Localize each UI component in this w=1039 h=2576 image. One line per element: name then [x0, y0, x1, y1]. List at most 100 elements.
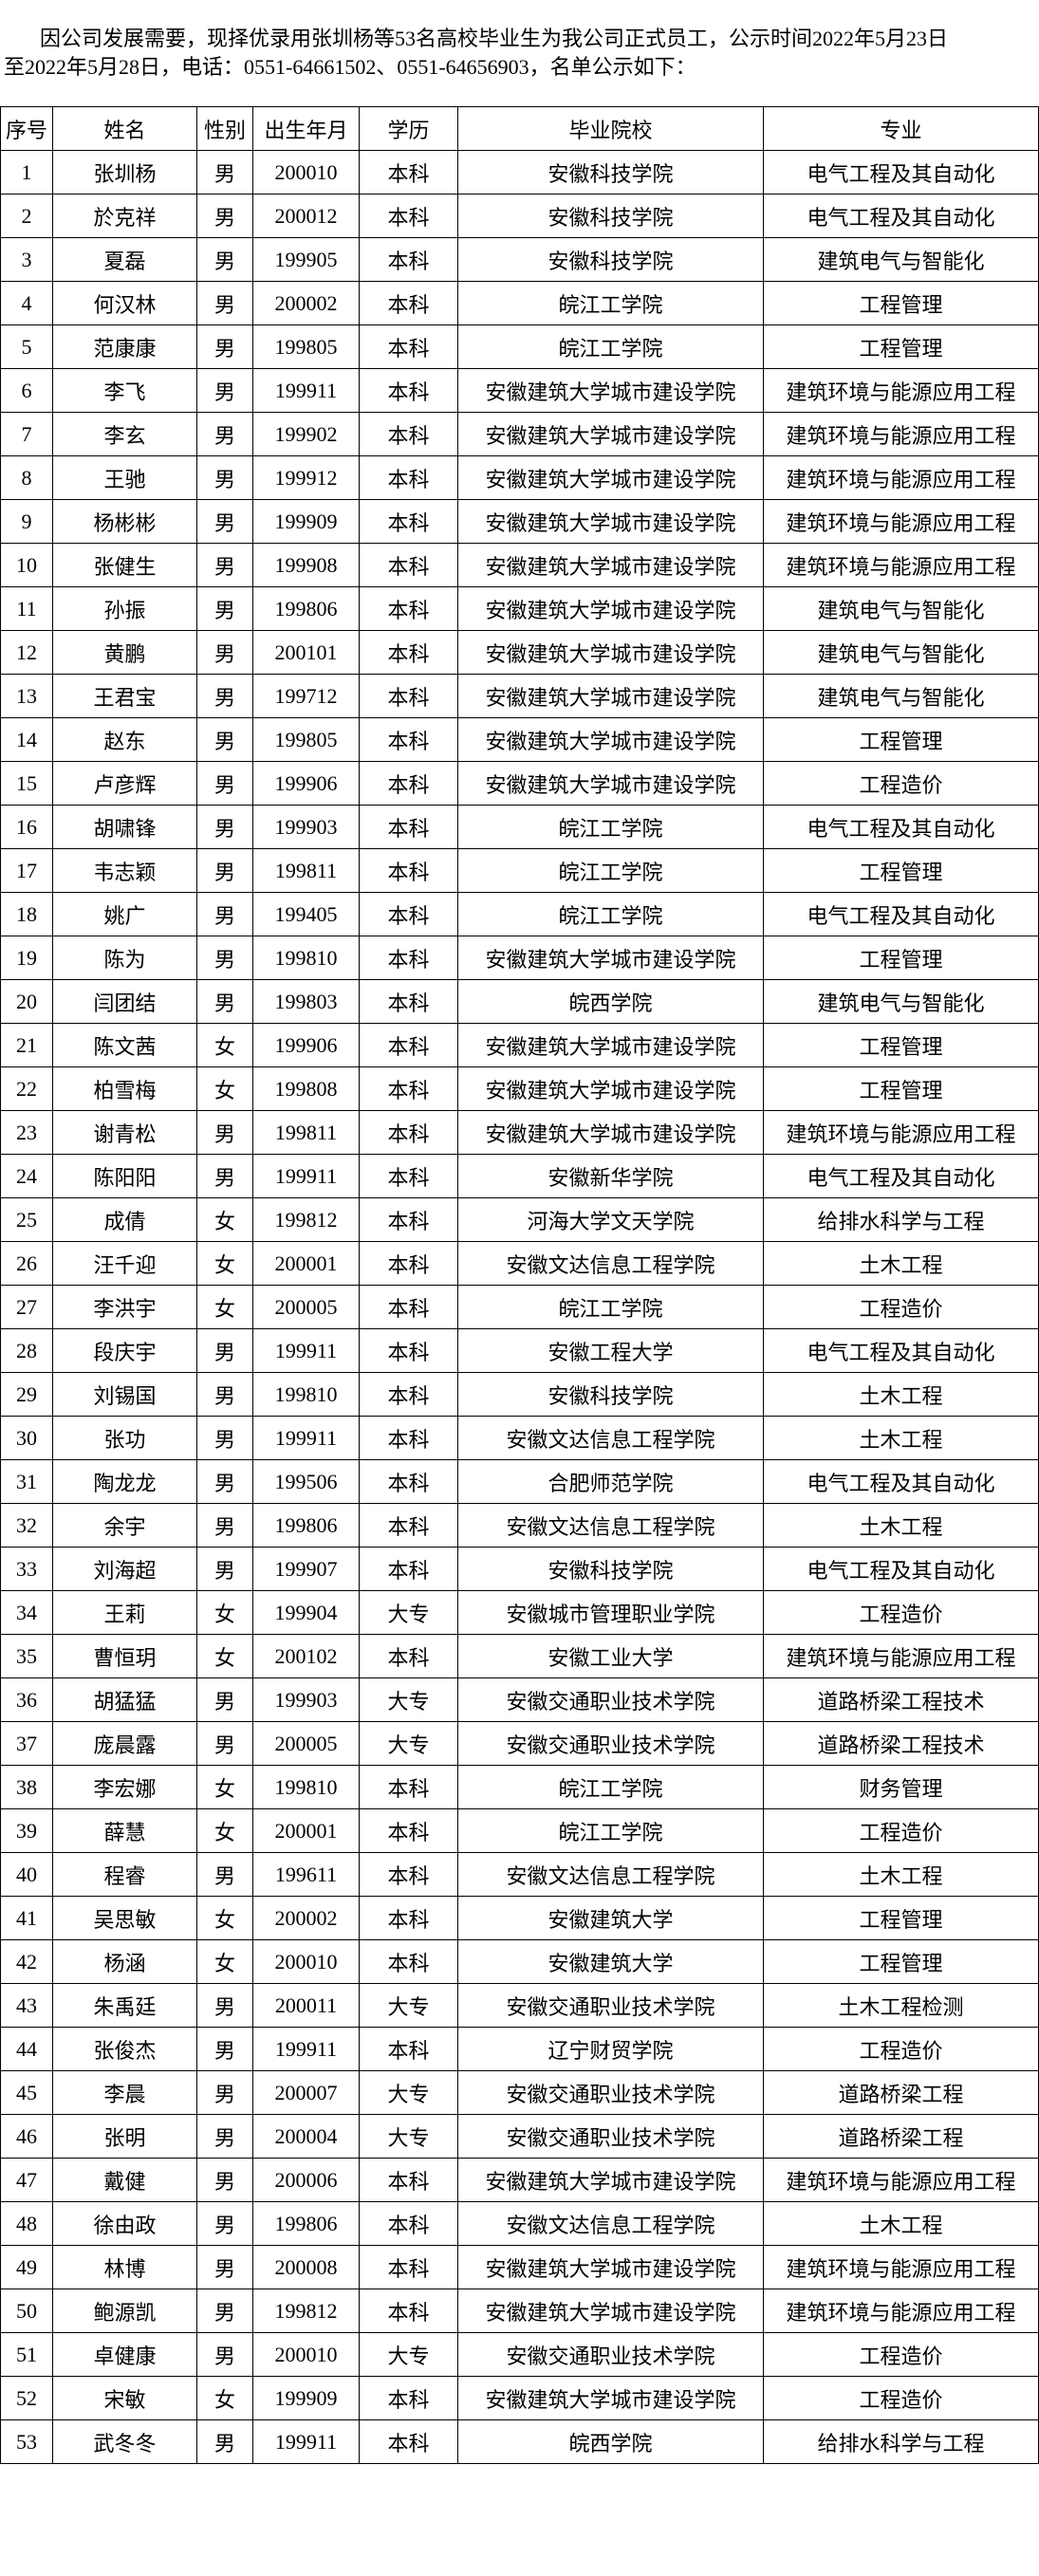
- cell-school: 安徽新华学院: [457, 1154, 764, 1198]
- table-row: 29 刘锡国男 199810 本科 安徽科技学院 土木工程: [0, 1372, 1039, 1417]
- header-birth: 出生年月: [252, 106, 360, 151]
- cell-birth: 199805: [252, 324, 360, 369]
- cell-education: 本科: [359, 150, 458, 195]
- cell-birth: 199806: [252, 1503, 360, 1547]
- cell-school: 皖江工学院: [457, 848, 764, 893]
- cell-gender: 男: [196, 630, 253, 675]
- cell-index: 5: [0, 324, 53, 369]
- cell-education: 本科: [359, 1765, 458, 1809]
- cell-birth: 200011: [252, 1983, 360, 2028]
- cell-gender: 女: [196, 1066, 253, 1111]
- cell-major: 土木工程: [763, 1503, 1039, 1547]
- table-row: 27 李洪宇女 200005 本科 皖江工学院 工程造价: [0, 1285, 1039, 1329]
- table-row: 9 杨彬彬男 199909 本科 安徽建筑大学城市建设学院 建筑环境与能源应用工程: [0, 499, 1039, 544]
- cell-education: 大专: [359, 1677, 458, 1722]
- cell-index: 3: [0, 237, 53, 282]
- cell-index: 16: [0, 805, 53, 849]
- cell-name: 胡啸锋: [52, 805, 197, 849]
- cell-gender: 男: [196, 1983, 253, 2028]
- cell-education: 本科: [359, 499, 458, 544]
- cell-gender: 女: [196, 1241, 253, 1286]
- cell-major: 工程管理: [763, 936, 1039, 980]
- table-row: 50 鲍源凯男 199812 本科 安徽建筑大学城市建设学院 建筑环境与能源应用工程: [0, 2289, 1039, 2333]
- table-row: 16 胡啸锋男 199903 本科 皖江工学院 电气工程及其自动化: [0, 805, 1039, 849]
- cell-education: 本科: [359, 717, 458, 762]
- cell-education: 本科: [359, 543, 458, 587]
- cell-gender: 男: [196, 2245, 253, 2289]
- cell-index: 12: [0, 630, 53, 675]
- cell-major: 电气工程及其自动化: [763, 150, 1039, 195]
- cell-birth: 199903: [252, 805, 360, 849]
- cell-birth: 199902: [252, 412, 360, 456]
- cell-index: 53: [0, 2419, 53, 2464]
- cell-index: 37: [0, 1721, 53, 1766]
- cell-education: 大专: [359, 2332, 458, 2377]
- cell-index: 24: [0, 1154, 53, 1198]
- cell-major: 建筑环境与能源应用工程: [763, 543, 1039, 587]
- cell-index: 2: [0, 194, 53, 238]
- cell-index: 10: [0, 543, 53, 587]
- cell-gender: 男: [196, 761, 253, 806]
- cell-school: 安徽建筑大学城市建设学院: [457, 455, 764, 500]
- cell-gender: 男: [196, 2201, 253, 2246]
- cell-school: 安徽建筑大学城市建设学院: [457, 2376, 764, 2420]
- cell-name: 陈阳阳: [52, 1154, 197, 1198]
- cell-index: 49: [0, 2245, 53, 2289]
- cell-major: 电气工程及其自动化: [763, 1459, 1039, 1504]
- cell-birth: 199906: [252, 761, 360, 806]
- cell-name: 陈为: [52, 936, 197, 980]
- cell-education: 本科: [359, 237, 458, 282]
- cell-school: 安徽交通职业技术学院: [457, 1721, 764, 1766]
- cell-school: 皖西学院: [457, 2419, 764, 2464]
- cell-education: 本科: [359, 2201, 458, 2246]
- announcement-line: 至2022年5月28日，电话：0551-64661502、0551-646569…: [4, 55, 696, 79]
- cell-school: 安徽工业大学: [457, 1634, 764, 1678]
- cell-major: 建筑电气与智能化: [763, 979, 1039, 1024]
- cell-school: 安徽建筑大学城市建设学院: [457, 368, 764, 413]
- cell-birth: 200010: [252, 1939, 360, 1984]
- cell-school: 安徽建筑大学城市建设学院: [457, 499, 764, 544]
- table-row: 1 张圳杨男 200010 本科 安徽科技学院 电气工程及其自动化: [0, 150, 1039, 195]
- cell-index: 44: [0, 2027, 53, 2071]
- cell-gender: 男: [196, 1372, 253, 1417]
- cell-index: 46: [0, 2114, 53, 2159]
- cell-birth: 199909: [252, 2376, 360, 2420]
- cell-gender: 男: [196, 805, 253, 849]
- cell-birth: 200010: [252, 2332, 360, 2377]
- cell-gender: 男: [196, 848, 253, 893]
- cell-major: 工程造价: [763, 2027, 1039, 2071]
- cell-name: 武冬冬: [52, 2419, 197, 2464]
- table-row: 10 张健生男 199908 本科 安徽建筑大学城市建设学院 建筑环境与能源应用工程: [0, 543, 1039, 587]
- cell-major: 工程管理: [763, 324, 1039, 369]
- cell-index: 51: [0, 2332, 53, 2377]
- cell-gender: 男: [196, 1503, 253, 1547]
- cell-education: 本科: [359, 892, 458, 936]
- cell-school: 安徽交通职业技术学院: [457, 2332, 764, 2377]
- cell-school: 安徽建筑大学城市建设学院: [457, 412, 764, 456]
- table-row: 18 姚广男 199405 本科 皖江工学院 电气工程及其自动化: [0, 892, 1039, 936]
- cell-education: 大专: [359, 2114, 458, 2159]
- cell-school: 皖江工学院: [457, 805, 764, 849]
- cell-name: 张明: [52, 2114, 197, 2159]
- cell-gender: 男: [196, 1852, 253, 1897]
- cell-index: 4: [0, 281, 53, 325]
- cell-education: 本科: [359, 2245, 458, 2289]
- table-row: 31 陶龙龙男 199506 本科 合肥师范学院 电气工程及其自动化: [0, 1459, 1039, 1504]
- table-row: 34 王莉女 199904 大专 安徽城市管理职业学院 工程造价: [0, 1590, 1039, 1635]
- cell-name: 程睿: [52, 1852, 197, 1897]
- announcement-text: 因公司发展需要，现择优录用张圳杨等53名高校毕业生为我公司正式员工，公示时间20…: [4, 25, 1038, 82]
- cell-major: 土木工程: [763, 1372, 1039, 1417]
- cell-school: 安徽建筑大学城市建设学院: [457, 936, 764, 980]
- cell-name: 闫团结: [52, 979, 197, 1024]
- cell-index: 43: [0, 1983, 53, 2028]
- cell-name: 杨彬彬: [52, 499, 197, 544]
- cell-school: 安徽建筑大学: [457, 1939, 764, 1984]
- cell-index: 31: [0, 1459, 53, 1504]
- cell-birth: 199911: [252, 2027, 360, 2071]
- table-row: 46 张明男 200004 大专 安徽交通职业技术学院 道路桥梁工程: [0, 2114, 1039, 2159]
- cell-birth: 199506: [252, 1459, 360, 1504]
- cell-name: 姚广: [52, 892, 197, 936]
- cell-major: 建筑环境与能源应用工程: [763, 412, 1039, 456]
- cell-name: 薛慧: [52, 1808, 197, 1853]
- cell-gender: 女: [196, 1197, 253, 1242]
